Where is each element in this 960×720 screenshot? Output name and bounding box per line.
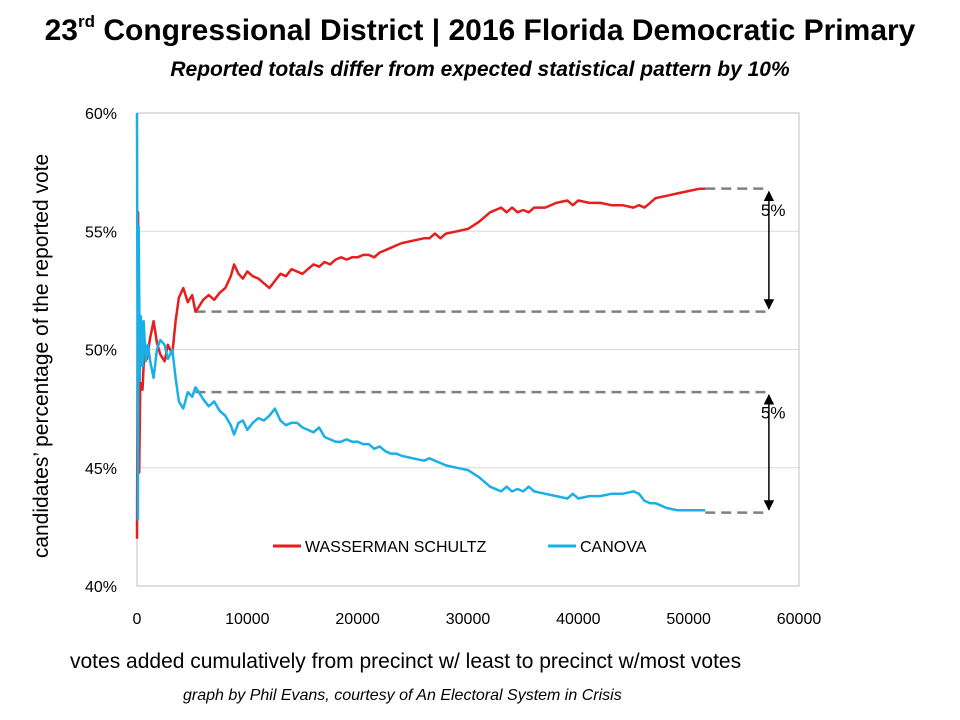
x-tick-label: 60000 xyxy=(777,611,822,628)
y-axis-ticks: 40% 45% 50% 55% 60% xyxy=(85,106,117,596)
annotations: 5% 5% xyxy=(761,190,786,511)
y-tick-label: 40% xyxy=(85,579,117,596)
x-axis-label: votes added cumulatively from precinct w… xyxy=(70,650,742,673)
y-tick-label: 60% xyxy=(85,106,117,123)
x-tick-label: 0 xyxy=(133,611,142,628)
series-line-wasserman-schultz xyxy=(135,187,706,539)
x-tick-label: 40000 xyxy=(556,611,601,628)
chart-subtitle: Reported totals differ from expected sta… xyxy=(170,58,790,81)
legend-label: CANOVA xyxy=(580,539,647,556)
y-tick-label: 50% xyxy=(85,343,117,360)
series-line-canova xyxy=(135,112,706,522)
x-tick-label: 20000 xyxy=(335,611,380,628)
legend-label: WASSERMAN SCHULTZ xyxy=(305,539,487,556)
x-tick-label: 50000 xyxy=(666,611,711,628)
chart-title: 23rd Congressional District | 2016 Flori… xyxy=(44,12,916,47)
x-axis-ticks: 0 10000 20000 30000 40000 50000 60000 xyxy=(133,611,822,628)
y-axis-label: candidates’ percentage of the reported v… xyxy=(30,154,53,558)
credit-line: graph by Phil Evans, courtesy of An Elec… xyxy=(183,687,622,704)
legend: WASSERMAN SCHULTZ CANOVA xyxy=(273,539,647,556)
annotation-label: 5% xyxy=(761,201,786,220)
reference-lines xyxy=(195,187,766,514)
annotation-label: 5% xyxy=(761,403,786,422)
series-lines xyxy=(135,112,706,539)
x-tick-label: 30000 xyxy=(446,611,491,628)
gridlines xyxy=(137,112,799,587)
y-tick-label: 45% xyxy=(85,461,117,478)
y-tick-label: 55% xyxy=(85,224,117,241)
x-tick-label: 10000 xyxy=(225,611,270,628)
